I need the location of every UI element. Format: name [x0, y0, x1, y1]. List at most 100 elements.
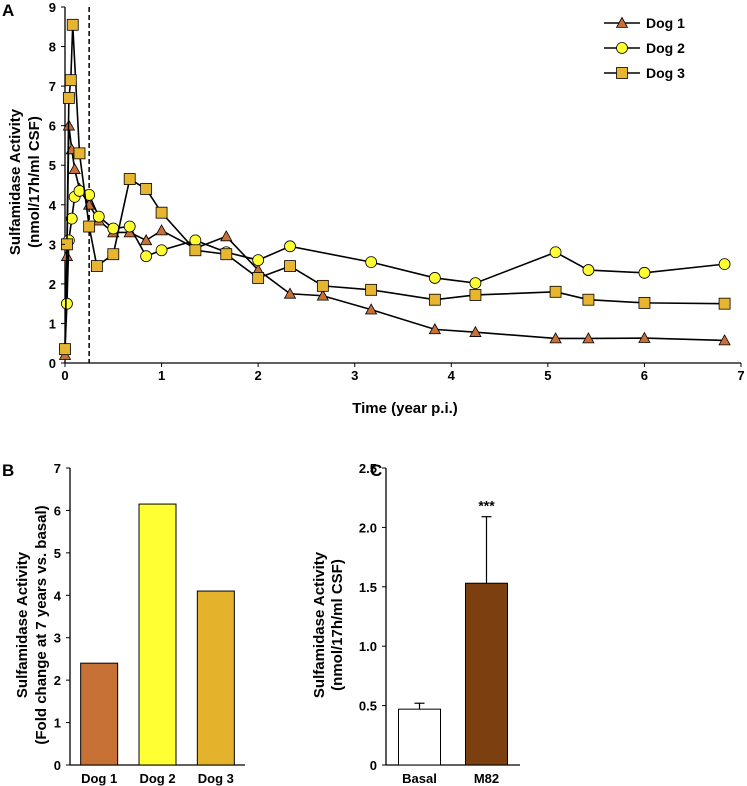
legend-label: Dog 3 [646, 65, 685, 81]
panel-a-x-ticks: 0 1 2 3 4 5 6 7 [61, 363, 745, 383]
y-tick-label: 4 [49, 198, 57, 213]
panel-b-bars [80, 503, 235, 766]
data-point [83, 220, 96, 233]
data-point [252, 272, 265, 284]
data-point [469, 277, 482, 289]
series-line [64, 24, 725, 350]
data-point [92, 210, 105, 223]
data-point [365, 256, 378, 269]
data-point [428, 272, 441, 284]
y-tick-label: 7 [54, 461, 61, 476]
panel-a-legend: Dog 1 Dog 2 Dog 3 [604, 15, 685, 81]
data-point [718, 258, 731, 271]
data-point [364, 303, 378, 315]
y-tick-label: 2 [54, 673, 61, 688]
data-point [66, 18, 79, 31]
data-point [68, 162, 81, 174]
legend-marker [616, 42, 628, 54]
y-tick-label: 0 [370, 758, 377, 773]
data-point [316, 289, 330, 301]
data-point [365, 283, 378, 296]
y-tick-label: 0 [49, 356, 56, 371]
panel-b: B 0 1 2 3 4 5 6 7 Dog 1 Dog 2 Dog 3 Sulfamidase A… [2, 461, 245, 786]
significance-marker: *** [478, 498, 495, 514]
y-tick-label: 0 [54, 758, 61, 773]
x-tick-label: 2 [255, 368, 262, 383]
panel-b-letter: B [2, 461, 14, 480]
bar-dog-3 [196, 590, 235, 766]
series-line [64, 125, 725, 356]
data-point [549, 332, 562, 344]
x-tick-label: 4 [448, 368, 456, 383]
x-tick-label: 7 [737, 368, 744, 383]
y-tick-label: 2.5 [359, 461, 377, 476]
data-point [549, 246, 562, 259]
panel-c-x-ticks: Basal M82 [402, 771, 499, 786]
data-point [582, 264, 595, 276]
data-point [582, 293, 595, 306]
data-point [64, 74, 77, 87]
y-tick-label: 7 [49, 79, 56, 94]
data-point [638, 331, 651, 343]
data-point [316, 279, 329, 292]
x-tick-label: 3 [351, 368, 358, 383]
data-point [283, 287, 297, 299]
legend-item: Dog 3 [604, 65, 685, 81]
series-dog-3 [59, 18, 731, 356]
legend-label: Dog 2 [646, 40, 685, 56]
data-point [428, 323, 442, 335]
y-tick-label: 1.0 [359, 639, 377, 654]
x-tick-label: 0 [61, 368, 68, 383]
data-point [428, 293, 441, 306]
data-point [83, 188, 96, 201]
panel-a-x-axis-title: Time (year p.i.) [352, 400, 458, 417]
data-point [155, 224, 168, 236]
panel-a-y-axis-title-line2: (nmol/17h/ml CSF) [26, 116, 43, 248]
y-tick-label: 6 [49, 119, 56, 134]
data-point [155, 206, 168, 219]
bar-m82 [465, 582, 508, 766]
panel-b-y-ticks: 0 1 2 3 4 5 6 7 [54, 461, 70, 773]
data-point [284, 240, 296, 253]
series-dog-1 [58, 119, 731, 360]
panel-c-bars: *** [398, 498, 508, 766]
bar-dog-1 [80, 662, 119, 766]
data-point [549, 285, 562, 298]
y-tick-label: 1 [49, 316, 56, 331]
panel-a-y-ticks: 0 1 2 3 4 5 6 7 8 9 [49, 0, 65, 371]
y-tick-label: 2.0 [359, 520, 377, 535]
data-point [59, 343, 71, 356]
panel-a-axes [64, 7, 741, 364]
x-tick-label: Dog 1 [81, 771, 117, 786]
panel-c: C *** 0 0.5 1.0 1.5 2.0 2.5 Basal M82 Sulfamid… [311, 461, 520, 786]
data-point [284, 260, 296, 272]
data-point [220, 248, 233, 261]
legend-item: Dog 2 [604, 40, 685, 56]
data-point [107, 248, 120, 261]
panel-c-y-ticks: 0 0.5 1.0 1.5 2.0 2.5 [359, 461, 386, 773]
data-point [638, 266, 651, 279]
panel-a-series [58, 18, 731, 360]
data-point [718, 334, 731, 346]
data-point [62, 92, 75, 104]
data-point [140, 183, 153, 195]
data-point [252, 254, 265, 267]
data-point [139, 234, 153, 246]
data-point [189, 244, 202, 257]
x-tick-label: 1 [158, 368, 165, 383]
legend-marker [616, 67, 628, 79]
y-tick-label: 4 [54, 588, 62, 603]
data-point [90, 260, 103, 272]
data-point [123, 173, 136, 185]
y-tick-label: 5 [49, 158, 56, 173]
y-tick-label: 1.5 [359, 580, 377, 595]
data-point [718, 297, 731, 310]
y-tick-label: 5 [54, 546, 61, 561]
x-tick-label: M82 [474, 771, 499, 786]
y-tick-label: 6 [54, 503, 61, 518]
y-tick-label: 1 [54, 716, 61, 731]
panel-a: A 0 1 2 3 4 5 6 7 8 9 0 1 2 3 4 5 6 7 Sulfamidase Activi… [2, 0, 745, 417]
data-point [61, 297, 73, 310]
panel-c-letter: C [370, 461, 382, 480]
